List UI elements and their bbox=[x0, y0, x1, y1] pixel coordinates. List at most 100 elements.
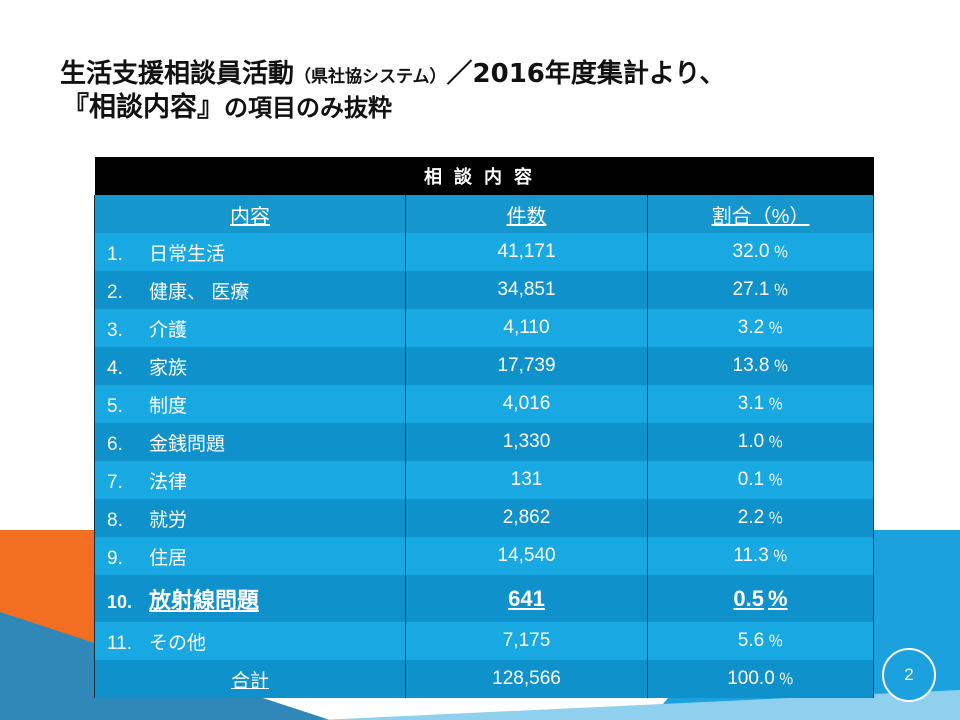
row-pct-cell: 3.1 ％ bbox=[647, 385, 874, 423]
row-count: 17,739 bbox=[497, 355, 556, 376]
slide-title: 生活支援相談員活動（県社協システム）／2016年度集計より、 『相談内容』の項目… bbox=[60, 58, 920, 126]
row-pct-wrap: 13.8 ％ bbox=[733, 355, 789, 376]
row-pct-cell: 5.6 ％ bbox=[647, 622, 874, 660]
row-pct-wrap: 32.0 ％ bbox=[733, 241, 789, 262]
row-pct-wrap: 3.1 ％ bbox=[738, 393, 783, 414]
title-line-2: 『相談内容』の項目のみ抜粋 bbox=[62, 91, 920, 126]
consultation-table: 相談内容 内容 件数 割合（%） 1. 日常生活 41,171 32.0 ％ 2. 健康、 … bbox=[94, 157, 874, 698]
row-label-cell: 2. 健康、 医療 bbox=[94, 271, 406, 309]
table-row: 3. 介護 4,110 3.2 ％ bbox=[94, 309, 874, 347]
row-label-cell: 11. その他 bbox=[94, 622, 406, 660]
row-pct: 0.1 bbox=[737, 469, 765, 490]
row-label-cell: 4. 家族 bbox=[94, 347, 406, 385]
row-pct-cell: 32.0 ％ bbox=[647, 233, 874, 271]
row-pct-unit: % bbox=[768, 585, 788, 611]
row-index: 5. bbox=[107, 395, 123, 417]
table-row: 11. その他 7,175 5.6 ％ bbox=[94, 622, 874, 660]
row-count-cell: 41,171 bbox=[405, 233, 648, 271]
row-pct-unit: ％ bbox=[773, 244, 789, 261]
row-pct-cell: 0.5% bbox=[647, 575, 874, 622]
row-count: 41,171 bbox=[497, 241, 556, 262]
row-count-cell: 4,110 bbox=[405, 309, 648, 347]
table-caption: 相談内容 bbox=[94, 157, 874, 195]
row-index: 9. bbox=[107, 547, 123, 569]
row-pct-wrap: 27.1 ％ bbox=[733, 279, 789, 300]
row-count-cell: 17,739 bbox=[405, 347, 648, 385]
row-pct: 27.1 bbox=[732, 279, 770, 300]
row-label-cell: 1. 日常生活 bbox=[94, 233, 406, 271]
row-pct-wrap: 1.0 ％ bbox=[738, 431, 783, 452]
header-content: 内容 bbox=[94, 195, 406, 233]
row-index: 10. bbox=[107, 591, 133, 612]
row-pct-unit: ％ bbox=[773, 358, 789, 375]
page-number-badge: 2 bbox=[882, 648, 936, 702]
row-label: 放射線問題 bbox=[149, 587, 260, 613]
table-row: 5. 制度 4,016 3.1 ％ bbox=[94, 385, 874, 423]
header-count: 件数 bbox=[405, 195, 648, 233]
row-pct: 5.6 bbox=[737, 630, 765, 651]
row-label-cell: 3. 介護 bbox=[94, 309, 406, 347]
table-row: 8. 就労 2,862 2.2 ％ bbox=[94, 499, 874, 537]
row-index: 2. bbox=[107, 281, 123, 303]
row-label: その他 bbox=[149, 632, 207, 654]
table-row: 6. 金銭問題 1,330 1.0 ％ bbox=[94, 423, 874, 461]
row-count-cell: 34,851 bbox=[405, 271, 648, 309]
row-label-cell: 10. 放射線問題 bbox=[94, 575, 406, 622]
row-pct-unit: ％ bbox=[768, 510, 784, 527]
row-pct-cell: 13.8 ％ bbox=[647, 347, 874, 385]
row-pct-cell: 27.1 ％ bbox=[647, 271, 874, 309]
row-pct-cell: 1.0 ％ bbox=[647, 423, 874, 461]
row-index: 7. bbox=[107, 471, 123, 493]
row-index: 6. bbox=[107, 433, 123, 455]
row-count: 4,110 bbox=[503, 317, 550, 338]
row-label: 制度 bbox=[149, 395, 188, 417]
row-label: 金銭問題 bbox=[149, 433, 226, 455]
table-row: 1. 日常生活 41,171 32.0 ％ bbox=[94, 233, 874, 271]
row-index: 8. bbox=[107, 509, 123, 531]
header-ratio: 割合（%） bbox=[647, 195, 874, 233]
row-pct: 2.2 bbox=[737, 507, 765, 528]
row-pct: 0.5 bbox=[733, 585, 765, 611]
row-label-cell: 8. 就労 bbox=[94, 499, 406, 537]
row-pct-wrap: 3.2 ％ bbox=[738, 317, 783, 338]
row-pct-cell: 3.2 ％ bbox=[647, 309, 874, 347]
row-pct-unit: ％ bbox=[768, 434, 784, 451]
row-count-cell: 1,330 bbox=[405, 423, 648, 461]
row-pct-unit: ％ bbox=[768, 472, 784, 489]
row-index: 3. bbox=[107, 319, 123, 341]
total-count: 128,566 bbox=[405, 660, 648, 698]
total-pct-cell: 100.0 ％ bbox=[647, 660, 874, 698]
row-index: 1. bbox=[107, 243, 123, 265]
row-count-cell: 4,016 bbox=[405, 385, 648, 423]
total-label: 合計 bbox=[94, 660, 406, 698]
title-tail: ／2016年度集計より、 bbox=[446, 59, 726, 89]
row-label: 法律 bbox=[149, 471, 188, 493]
row-label: 介護 bbox=[149, 319, 188, 341]
row-pct-wrap: 11.3 ％ bbox=[733, 545, 788, 566]
page-number: 2 bbox=[904, 665, 914, 684]
row-count: 7,175 bbox=[502, 630, 551, 651]
table-header-row: 内容 件数 割合（%） bbox=[94, 195, 874, 233]
total-pct: 100.0 bbox=[727, 668, 775, 689]
title-line-1: 生活支援相談員活動（県社協システム）／2016年度集計より、 bbox=[60, 58, 920, 91]
table-total-row: 合計 128,566 100.0 ％ bbox=[94, 660, 874, 698]
row-count-cell: 2,862 bbox=[405, 499, 648, 537]
table-row: 7. 法律 131 0.1 ％ bbox=[94, 461, 874, 499]
row-pct-unit: ％ bbox=[768, 320, 784, 337]
row-pct-cell: 11.3 ％ bbox=[647, 537, 874, 575]
row-pct: 1.0 bbox=[737, 431, 765, 452]
title-parenthetical: （県社協システム） bbox=[294, 67, 447, 87]
title-quoted: 『相談内容』 bbox=[62, 92, 224, 124]
row-label-cell: 6. 金銭問題 bbox=[94, 423, 406, 461]
title-main: 生活支援相談員活動 bbox=[60, 59, 295, 89]
row-count-cell: 7,175 bbox=[405, 622, 648, 660]
row-label: 住居 bbox=[149, 547, 188, 569]
row-label: 就労 bbox=[149, 509, 188, 531]
row-pct: 3.2 bbox=[737, 317, 765, 338]
row-count: 14,540 bbox=[497, 545, 556, 566]
table-caption-row: 相談内容 bbox=[94, 157, 874, 195]
row-label-cell: 7. 法律 bbox=[94, 461, 406, 499]
row-index: 4. bbox=[107, 357, 123, 379]
row-pct-cell: 0.1 ％ bbox=[647, 461, 874, 499]
row-pct-wrap: 0.5% bbox=[733, 586, 787, 611]
